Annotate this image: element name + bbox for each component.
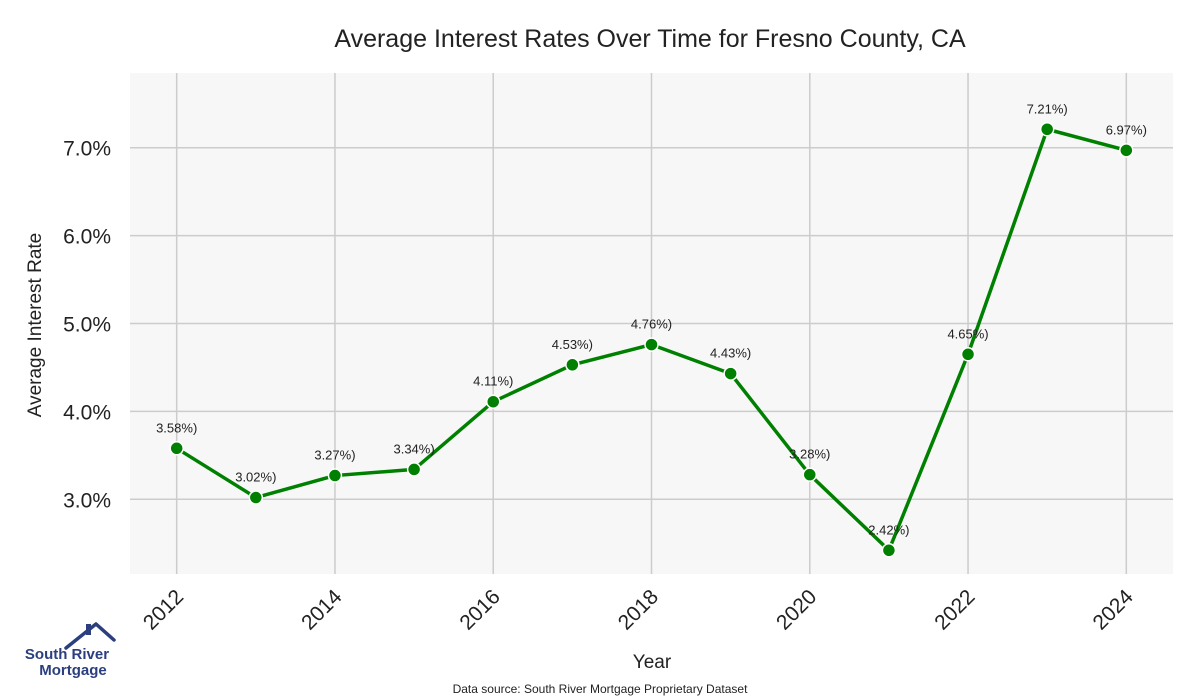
grid [130,73,1173,574]
data-point [485,394,501,409]
x-tick-label: 2018 [614,585,663,634]
x-tick-label: 2012 [139,585,188,634]
y-tick-label: 3.0% [63,489,111,512]
y-axis-label: Average Interest Rate [25,233,46,417]
x-tick-label: 2024 [1089,585,1139,635]
house-roof-icon [64,622,116,650]
y-tick-label: 4.0% [63,401,111,424]
data-point [327,468,343,483]
data-label: 3.02%) [235,470,276,485]
data-label: 2.42%) [868,522,909,537]
x-tick-label: 2016 [455,585,504,634]
y-tick-label: 6.0% [63,226,111,249]
x-axis-ticks: 2012 2014 2016 2018 2020 2022 2024 [139,585,1138,635]
source-note: Data source: South River Mortgage Propri… [453,682,748,696]
data-label: 6.97%) [1106,122,1147,137]
data-point [406,462,422,477]
data-point [248,490,264,505]
data-label: 3.34%) [393,441,434,456]
chart-title: Average Interest Rates Over Time for Fre… [334,25,966,53]
data-label: 4.53%) [552,337,593,352]
data-labels: 3.58%) 3.02%) 3.27%) 3.34%) 4.11%) 4.53%) 4.76… [156,101,1147,537]
brand-name-line1: South River [25,646,109,663]
data-point [723,366,738,381]
data-label: 4.65%) [947,326,988,341]
data-label: 7.21%) [1027,101,1068,116]
x-tick-label: 2014 [297,585,347,635]
data-point [1039,122,1055,137]
data-label: 3.27%) [314,448,355,463]
data-point [565,357,580,373]
y-tick-label: 5.0% [63,314,111,337]
data-label: 3.58%) [156,420,197,435]
data-points [169,122,1134,558]
data-label: 3.28%) [789,447,830,462]
data-point [169,441,184,456]
data-label: 4.76%) [631,317,672,332]
data-point [881,543,897,558]
data-point [1119,143,1134,158]
x-axis-label: Year [633,652,672,673]
x-tick-label: 2020 [772,585,821,634]
x-tick-label: 2022 [930,585,979,634]
y-axis-ticks: 3.0% 4.0% 5.0% 6.0% 7.0% [63,138,111,513]
data-label: 4.11%) [473,374,513,389]
data-point [960,347,976,362]
brand-name-line2: Mortgage [39,662,107,679]
data-label: 4.43%) [710,346,751,361]
y-tick-label: 7.0% [63,138,111,161]
data-point [644,337,659,352]
data-point [802,467,818,482]
brand-logo: South River Mortgage [25,622,116,679]
